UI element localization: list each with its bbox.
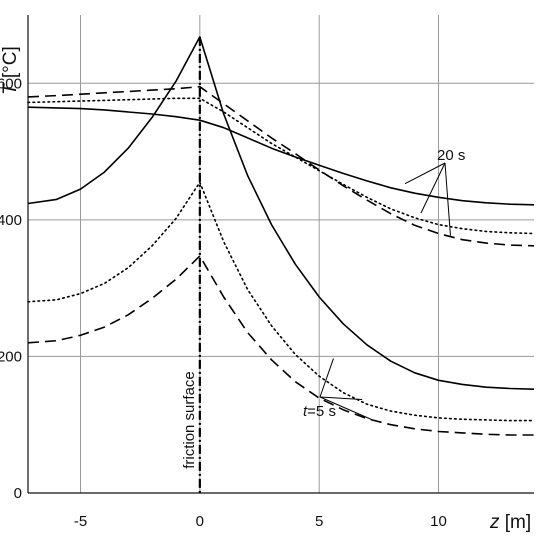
- annotation-leader-line: [319, 358, 334, 398]
- x-tick-label: 10: [430, 513, 447, 530]
- friction-surface-label: friction surface: [181, 371, 198, 469]
- y-tick-label: 600: [0, 75, 22, 92]
- annotation-leader-line: [420, 162, 446, 214]
- grid: [28, 15, 534, 493]
- x-tick-label: 0: [196, 513, 204, 530]
- t5-annotation: t=5 s: [303, 403, 336, 420]
- series-line-solid-5s: [27, 36, 535, 390]
- series-line-dashed-5s: [27, 255, 534, 436]
- series-line-dotted-5s: [27, 181, 535, 422]
- annotation-leader-line: [319, 396, 363, 400]
- y-axis-label: T [°C]: [0, 46, 21, 95]
- tick-labels: -5 0 5 10 0 200 400 600: [0, 75, 447, 530]
- annotation-leaders: [319, 162, 451, 422]
- annotation-leader-line: [404, 162, 446, 185]
- series-line-solid-20s: [27, 106, 535, 206]
- t5-annotation-rest: =5 s: [307, 403, 336, 420]
- series-line-dashed-20s: [27, 85, 535, 247]
- series-line-dotted-20s: [27, 97, 535, 235]
- plot-frame: [27, 15, 534, 494]
- annotation-leader-line: [444, 162, 451, 236]
- t5-annotation-italic: t: [303, 403, 308, 420]
- y-tick-label: 400: [0, 212, 22, 229]
- y-tick-label: 200: [0, 348, 22, 365]
- x-tick-label: 5: [315, 513, 323, 530]
- x-tick-label: -5: [74, 513, 87, 530]
- t20-annotation: 20 s: [437, 147, 465, 164]
- annotation-leader-line: [319, 396, 375, 422]
- x-axis-label: z [m]: [489, 512, 531, 533]
- y-tick-label: 0: [14, 485, 22, 502]
- series-layer: [27, 36, 535, 436]
